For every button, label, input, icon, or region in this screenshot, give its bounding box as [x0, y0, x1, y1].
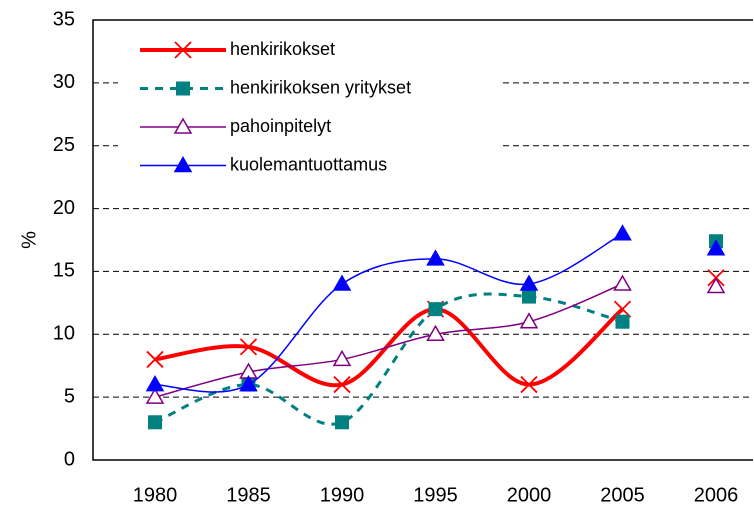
data-point [332, 274, 352, 291]
legend-marker [173, 155, 193, 173]
data-point [615, 314, 630, 329]
y-axis-label: % [18, 231, 40, 249]
data-point [332, 349, 352, 367]
data-point [145, 387, 165, 404]
data-point [519, 274, 539, 291]
series-line [154, 233, 623, 393]
y-tick-label: 25 [53, 134, 75, 156]
data-point [148, 415, 162, 430]
data-point [333, 375, 351, 394]
data-point [519, 312, 539, 329]
legend-label: pahoinpitelyt [230, 116, 331, 136]
y-tick-label: 10 [53, 323, 75, 345]
data-point [239, 375, 258, 392]
data-point [145, 375, 165, 392]
data-point [613, 300, 632, 318]
series-line [154, 283, 623, 398]
legend-label: henkirikokset [230, 39, 335, 59]
y-tick-label: 30 [53, 71, 75, 93]
x-tick-label: 1990 [320, 484, 365, 506]
x-tick-label: 2006 [694, 484, 739, 506]
data-point [613, 224, 632, 241]
data-point [239, 338, 258, 356]
data-point [426, 249, 445, 266]
y-tick-label: 20 [53, 197, 75, 219]
y-tick-label: 0 [64, 448, 75, 470]
data-point [520, 375, 538, 394]
data-point [426, 324, 445, 342]
data-point [706, 239, 726, 256]
x-tick-label: 1995 [413, 484, 458, 506]
data-point [428, 302, 443, 317]
data-point [613, 274, 632, 291]
data-point [146, 350, 164, 369]
y-tick-label: 35 [53, 8, 75, 30]
y-tick-label: 5 [64, 385, 75, 407]
x-tick-label: 1985 [226, 484, 271, 506]
y-tick-label: 15 [53, 260, 75, 282]
legend-label: henkirikoksen yritykset [230, 77, 411, 97]
data-point [706, 277, 726, 294]
legend-marker [173, 117, 193, 134]
data-point [335, 415, 349, 430]
x-tick-label: 1980 [133, 484, 178, 506]
plot-frame [92, 19, 753, 461]
data-point [522, 289, 536, 304]
x-tick-label: 2005 [600, 484, 645, 506]
x-tick-label: 2000 [507, 484, 552, 506]
legend-marker [176, 81, 190, 96]
legend-marker [174, 41, 192, 59]
legend-label: kuolemantuottamus [230, 154, 387, 174]
